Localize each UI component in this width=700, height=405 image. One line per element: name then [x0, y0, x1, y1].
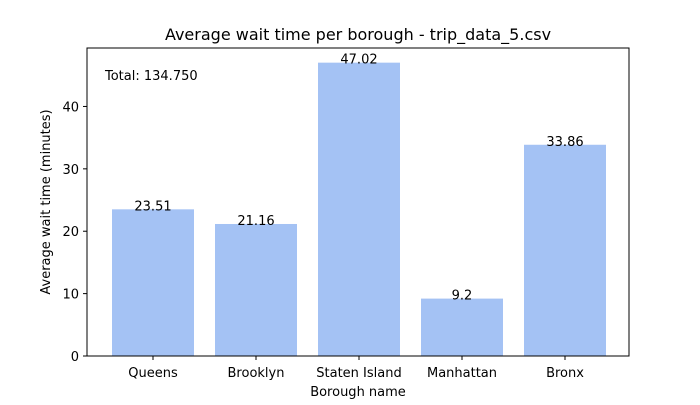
y-tick-label-40: 40: [62, 100, 79, 115]
x-axis-label: Borough name: [310, 385, 406, 400]
data-label-queens: 23.51: [134, 199, 171, 214]
bars-layer: 23.51 21.16 47.02 9.2 33.86: [112, 53, 606, 356]
y-tick-label-10: 10: [62, 288, 79, 303]
y-axis-label: Average wait time (minutes): [39, 109, 54, 294]
bar-bronx: [524, 144, 606, 356]
data-label-staten-island: 47.02: [340, 53, 377, 68]
y-tick-label-30: 30: [62, 163, 79, 178]
data-label-manhattan: 9.2: [452, 289, 473, 304]
y-ticks-layer: 0 10 20 30 40: [62, 100, 87, 365]
bar-manhattan: [421, 298, 503, 356]
x-tick-label-brooklyn: Brooklyn: [228, 366, 285, 381]
x-tick-label-bronx: Bronx: [546, 366, 584, 381]
x-tick-label-manhattan: Manhattan: [427, 366, 497, 381]
plot-frame: [86, 47, 630, 357]
total-annotation: Total: 134.750: [104, 69, 198, 84]
data-label-brooklyn: 21.16: [237, 214, 274, 229]
y-tick-label-0: 0: [71, 350, 79, 365]
x-tick-label-staten-island: Staten Island: [316, 366, 401, 381]
bar-brooklyn: [215, 223, 297, 356]
bar-staten-island: [318, 62, 400, 356]
data-label-bronx: 33.86: [546, 135, 583, 150]
x-ticks-layer: Queens Brooklyn Staten Island Manhattan Bron…: [128, 356, 584, 381]
y-tick-label-20: 20: [62, 225, 79, 240]
x-tick-label-queens: Queens: [128, 366, 178, 381]
chart-title: Average wait time per borough - trip_dat…: [165, 25, 551, 45]
bar-queens: [112, 209, 194, 356]
